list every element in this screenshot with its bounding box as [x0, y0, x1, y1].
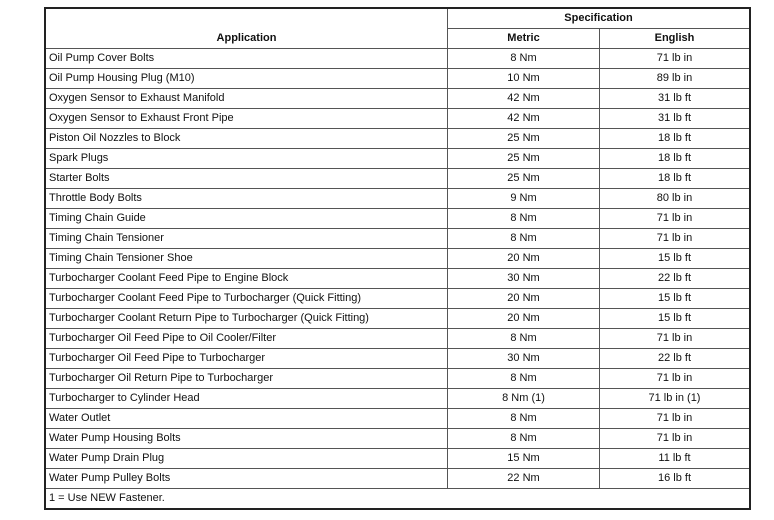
metric-cell: 42 Nm	[447, 88, 600, 109]
english-cell: 71 lb in	[599, 428, 751, 449]
metric-cell: 8 Nm	[447, 408, 600, 429]
metric-cell: 22 Nm	[447, 468, 600, 489]
english-cell: 80 lb in	[599, 188, 751, 209]
table-row: Oxygen Sensor to Exhaust Front Pipe 42 Nm…	[44, 108, 751, 129]
table-row: Turbocharger Oil Return Pipe to Turbocha…	[44, 368, 751, 389]
english-cell: 71 lb in	[599, 48, 751, 69]
metric-cell: 8 Nm	[447, 328, 600, 349]
english-cell: 71 lb in	[599, 208, 751, 229]
english-cell: 71 lb in	[599, 228, 751, 249]
english-cell: 22 lb ft	[599, 268, 751, 289]
metric-cell: 42 Nm	[447, 108, 600, 129]
english-cell: 71 lb in	[599, 368, 751, 389]
english-cell: 71 lb in (1)	[599, 388, 751, 409]
table-row: Turbocharger Oil Feed Pipe to Oil Cooler…	[44, 328, 751, 349]
header-english: English	[599, 28, 751, 49]
english-cell: 22 lb ft	[599, 348, 751, 369]
english-cell: 18 lb ft	[599, 148, 751, 169]
english-cell: 31 lb ft	[599, 88, 751, 109]
table-row: Water Outlet 8 Nm 71 lb in	[44, 408, 751, 429]
metric-cell: 8 Nm	[447, 48, 600, 69]
application-cell: Turbocharger Oil Return Pipe to Turbocha…	[44, 368, 448, 389]
table-row: Timing Chain Tensioner Shoe 20 Nm 15 lb ft	[44, 248, 751, 269]
application-cell: Turbocharger Oil Feed Pipe to Turbocharg…	[44, 348, 448, 369]
table-row: Oil Pump Cover Bolts 8 Nm 71 lb in	[44, 48, 751, 69]
metric-cell: 8 Nm	[447, 368, 600, 389]
table-row: Timing Chain Guide 8 Nm 71 lb in	[44, 208, 751, 229]
english-cell: 11 lb ft	[599, 448, 751, 469]
english-cell: 15 lb ft	[599, 308, 751, 329]
english-cell: 18 lb ft	[599, 168, 751, 189]
table-row: Water Pump Pulley Bolts 22 Nm 16 lb ft	[44, 468, 751, 489]
english-cell: 16 lb ft	[599, 468, 751, 489]
english-cell: 89 lb in	[599, 68, 751, 89]
table-row: Starter Bolts 25 Nm 18 lb ft	[44, 168, 751, 189]
application-cell: Water Pump Housing Bolts	[44, 428, 448, 449]
metric-cell: 25 Nm	[447, 148, 600, 169]
application-cell: Piston Oil Nozzles to Block	[44, 128, 448, 149]
application-cell: Oil Pump Cover Bolts	[44, 48, 448, 69]
application-cell: Water Pump Drain Plug	[44, 448, 448, 469]
metric-cell: 15 Nm	[447, 448, 600, 469]
metric-cell: 8 Nm (1)	[447, 388, 600, 409]
table-row: Timing Chain Tensioner 8 Nm 71 lb in	[44, 228, 751, 249]
english-cell: 71 lb in	[599, 328, 751, 349]
table-row: Turbocharger Coolant Feed Pipe to Turboc…	[44, 288, 751, 309]
application-cell: Oil Pump Housing Plug (M10)	[44, 68, 448, 89]
metric-cell: 9 Nm	[447, 188, 600, 209]
application-cell: Throttle Body Bolts	[44, 188, 448, 209]
application-cell: Timing Chain Tensioner Shoe	[44, 248, 448, 269]
table-row: Water Pump Drain Plug 15 Nm 11 lb ft	[44, 448, 751, 469]
english-cell: 71 lb in	[599, 408, 751, 429]
table-row: Water Pump Housing Bolts 8 Nm 71 lb in	[44, 428, 751, 449]
table-row: Turbocharger to Cylinder Head 8 Nm (1) 71 …	[44, 388, 751, 409]
table-row: Throttle Body Bolts 9 Nm 80 lb in	[44, 188, 751, 209]
table-row: Piston Oil Nozzles to Block 25 Nm 18 lb ft	[44, 128, 751, 149]
application-cell: Turbocharger Coolant Feed Pipe to Turboc…	[44, 288, 448, 309]
english-cell: 31 lb ft	[599, 108, 751, 129]
metric-cell: 20 Nm	[447, 288, 600, 309]
application-cell: Timing Chain Tensioner	[44, 228, 448, 249]
table-row: Oil Pump Housing Plug (M10) 10 Nm 89 lb in	[44, 68, 751, 89]
footnote: 1 = Use NEW Fastener.	[44, 488, 751, 510]
application-cell: Oxygen Sensor to Exhaust Manifold	[44, 88, 448, 109]
table-row: Oxygen Sensor to Exhaust Manifold 42 Nm 31…	[44, 88, 751, 109]
metric-cell: 30 Nm	[447, 268, 600, 289]
table-row: Spark Plugs 25 Nm 18 lb ft	[44, 148, 751, 169]
application-cell: Turbocharger Coolant Return Pipe to Turb…	[44, 308, 448, 329]
metric-cell: 25 Nm	[447, 168, 600, 189]
metric-cell: 20 Nm	[447, 248, 600, 269]
metric-cell: 20 Nm	[447, 308, 600, 329]
application-cell: Turbocharger Coolant Feed Pipe to Engine…	[44, 268, 448, 289]
english-cell: 15 lb ft	[599, 248, 751, 269]
metric-cell: 8 Nm	[447, 228, 600, 249]
header-application: Application	[44, 7, 448, 49]
application-cell: Oxygen Sensor to Exhaust Front Pipe	[44, 108, 448, 129]
header-metric: Metric	[447, 28, 600, 49]
application-cell: Turbocharger to Cylinder Head	[44, 388, 448, 409]
application-cell: Starter Bolts	[44, 168, 448, 189]
table-row: Turbocharger Coolant Return Pipe to Turb…	[44, 308, 751, 329]
table-row: Turbocharger Coolant Feed Pipe to Engine…	[44, 268, 751, 289]
application-cell: Timing Chain Guide	[44, 208, 448, 229]
metric-cell: 8 Nm	[447, 208, 600, 229]
application-cell: Water Outlet	[44, 408, 448, 429]
english-cell: 18 lb ft	[599, 128, 751, 149]
torque-spec-table: Application Specification Metric English…	[44, 7, 751, 510]
metric-cell: 10 Nm	[447, 68, 600, 89]
application-cell: Turbocharger Oil Feed Pipe to Oil Cooler…	[44, 328, 448, 349]
application-cell: Water Pump Pulley Bolts	[44, 468, 448, 489]
english-cell: 15 lb ft	[599, 288, 751, 309]
header-specification: Specification	[447, 7, 751, 29]
metric-cell: 30 Nm	[447, 348, 600, 369]
application-cell: Spark Plugs	[44, 148, 448, 169]
metric-cell: 25 Nm	[447, 128, 600, 149]
table-row: Turbocharger Oil Feed Pipe to Turbocharg…	[44, 348, 751, 369]
metric-cell: 8 Nm	[447, 428, 600, 449]
